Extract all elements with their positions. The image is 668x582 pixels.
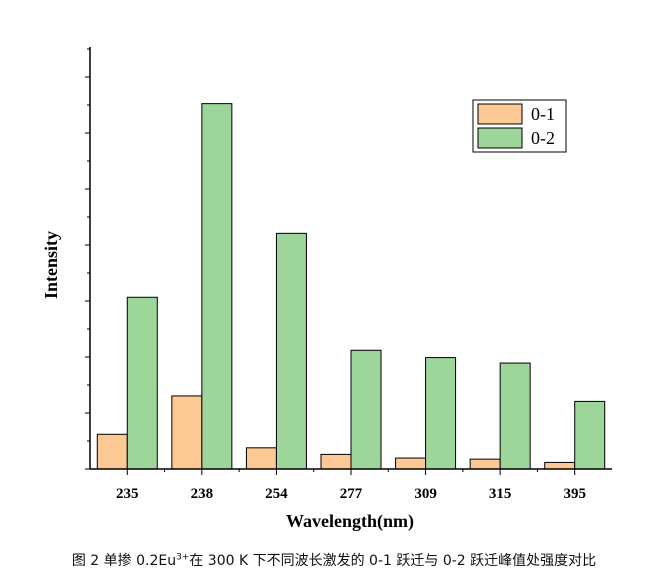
x-tick-label: 309 <box>414 486 437 502</box>
bar-0-1-277 <box>320 453 352 470</box>
caption-prefix: 图 2 单掺 0.2Eu <box>71 553 177 569</box>
y-axis-label: Intensity <box>41 231 61 299</box>
bars-group <box>96 103 606 470</box>
x-tick-label: 277 <box>340 486 363 502</box>
bar-0-1-238 <box>171 395 203 470</box>
bar-0-2-238 <box>201 103 233 470</box>
bar-0-2-235 <box>126 296 158 470</box>
bar-0-2-395 <box>574 400 606 470</box>
bar-0-1-309 <box>395 457 427 470</box>
x-tick-label: 254 <box>265 486 288 502</box>
bar-0-2-277 <box>350 349 382 470</box>
x-axis-label: Wavelength(nm) <box>286 511 414 532</box>
bar-0-1-395 <box>544 461 576 470</box>
legend-label-0-2: 0-2 <box>531 128 555 148</box>
x-tick-label: 395 <box>563 486 586 502</box>
figure-caption: 图 2 单掺 0.2Eu3+在 300 K 下不同波长激发的 0-1 跃迁与 0… <box>0 550 668 570</box>
x-tick-label: 315 <box>489 486 512 502</box>
bar-0-2-315 <box>499 362 531 470</box>
axes-group <box>85 47 612 475</box>
bar-0-2-254 <box>275 232 307 470</box>
legend-swatch-0-1 <box>477 103 523 125</box>
legend: 0-10-2 <box>472 99 567 153</box>
legend-label-0-1: 0-1 <box>531 104 555 124</box>
legend-swatch-0-2 <box>477 127 523 149</box>
x-tick-labels: 235 238 254 277 309 315 395 <box>116 486 586 502</box>
bar-chart: 235 238 254 277 309 315 395 Wavelength(nm) Int… <box>41 47 612 532</box>
bar-0-1-315 <box>469 458 501 470</box>
bar-0-1-254 <box>245 447 277 470</box>
caption-suffix: 在 300 K 下不同波长激发的 0-1 跃迁与 0-2 跃迁峰值处强度对比 <box>189 553 597 569</box>
caption-superscript: 3+ <box>176 552 190 563</box>
x-tick-label: 238 <box>191 486 214 502</box>
x-tick-label: 235 <box>116 486 139 502</box>
bar-0-1-235 <box>96 433 128 470</box>
bar-0-2-309 <box>425 357 457 470</box>
